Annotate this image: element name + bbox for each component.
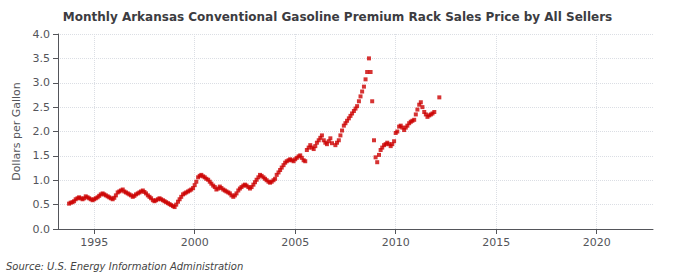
svg-text:0.0: 0.0 (33, 223, 51, 236)
svg-text:0.5: 0.5 (33, 198, 51, 211)
svg-text:2010: 2010 (382, 236, 410, 249)
svg-text:2000: 2000 (181, 236, 209, 249)
svg-text:1.5: 1.5 (33, 149, 51, 162)
svg-text:Dollars per Gallon: Dollars per Gallon (10, 82, 23, 181)
svg-text:1.0: 1.0 (33, 174, 51, 187)
svg-text:2020: 2020 (583, 236, 611, 249)
svg-text:Source: U.S. Energy Informatio: Source: U.S. Energy Information Administ… (6, 261, 243, 272)
svg-text:3.0: 3.0 (33, 76, 51, 89)
svg-text:4.0: 4.0 (33, 28, 51, 41)
svg-text:2015: 2015 (482, 236, 510, 249)
svg-text:1995: 1995 (80, 236, 108, 249)
svg-text:2.5: 2.5 (33, 101, 51, 114)
svg-text:2.0: 2.0 (33, 125, 51, 138)
svg-text:2005: 2005 (281, 236, 309, 249)
svg-text:Monthly Arkansas Conventional: Monthly Arkansas Conventional Gasoline P… (63, 10, 612, 24)
svg-text:3.5: 3.5 (33, 52, 51, 65)
